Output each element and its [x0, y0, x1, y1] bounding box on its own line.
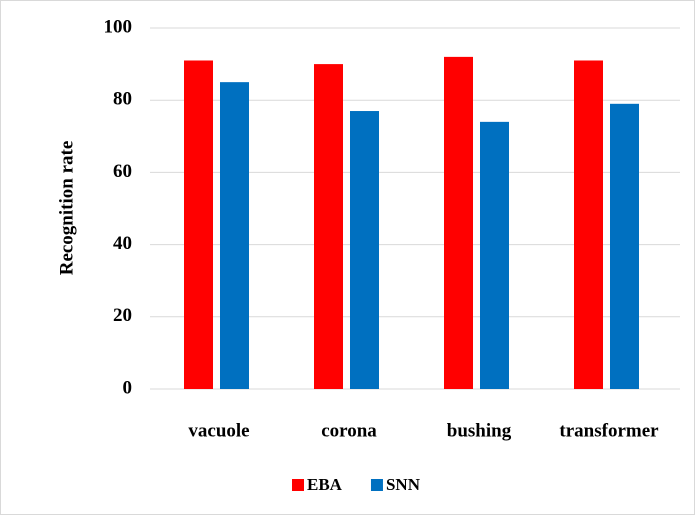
x-tick-label: transformer: [559, 420, 659, 441]
bar: [610, 103, 639, 389]
y-tick-label: 100: [104, 16, 133, 37]
bar: [574, 60, 603, 390]
y-tick-label: 20: [113, 305, 132, 326]
y-axis-label: Recognition rate: [56, 141, 77, 276]
bar: [444, 56, 473, 389]
bar: [220, 82, 249, 390]
y-tick-label: 0: [123, 377, 133, 398]
y-tick-label: 40: [113, 233, 132, 254]
legend-swatch: [370, 479, 383, 491]
legend-label: SNN: [386, 475, 421, 494]
x-tick-label: vacuole: [188, 420, 249, 441]
bar: [314, 64, 343, 389]
legend-swatch: [292, 479, 304, 491]
bar: [184, 60, 213, 390]
legend-label: EBA: [307, 475, 343, 494]
y-tick-label: 80: [113, 89, 132, 110]
x-tick-label: bushing: [447, 420, 512, 441]
x-tick-label: corona: [321, 420, 377, 441]
bar: [350, 111, 379, 389]
y-tick-label: 60: [113, 161, 132, 182]
bar: [480, 121, 509, 390]
